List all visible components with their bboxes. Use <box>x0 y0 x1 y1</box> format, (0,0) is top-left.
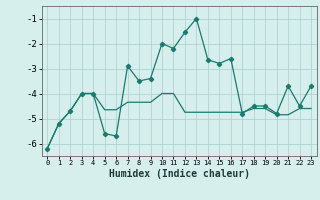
X-axis label: Humidex (Indice chaleur): Humidex (Indice chaleur) <box>109 169 250 179</box>
